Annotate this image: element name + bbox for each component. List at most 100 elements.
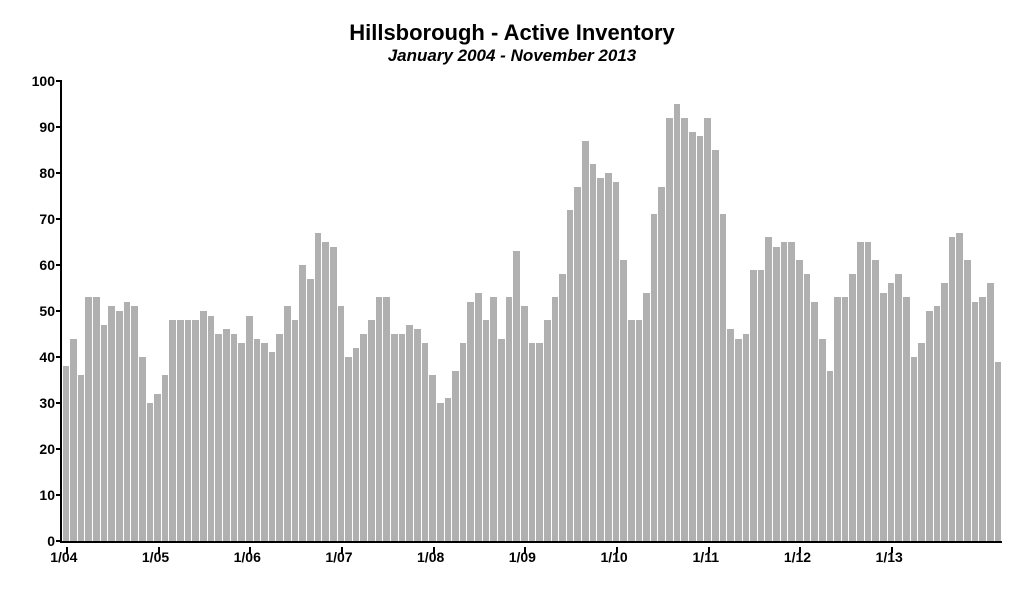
bar	[483, 320, 490, 541]
bar	[322, 242, 329, 541]
bar	[628, 320, 635, 541]
bar	[521, 306, 528, 541]
x-tick-label: 1/12	[784, 549, 811, 565]
x-tick-label: 1/06	[234, 549, 261, 565]
bar	[414, 329, 421, 541]
bar	[376, 297, 383, 541]
bar	[368, 320, 375, 541]
bar	[582, 141, 589, 541]
bar	[865, 242, 872, 541]
y-tick-label: 10	[20, 487, 55, 503]
bar	[949, 237, 956, 541]
bar	[223, 329, 230, 541]
y-tick-label: 0	[20, 533, 55, 549]
bar	[63, 366, 70, 541]
y-tick-label: 80	[20, 165, 55, 181]
bar	[636, 320, 643, 541]
bar	[422, 343, 429, 541]
bar	[490, 297, 497, 541]
y-tick-label: 30	[20, 395, 55, 411]
bar	[979, 297, 986, 541]
bar	[147, 403, 154, 541]
bar	[254, 339, 261, 541]
bar	[452, 371, 459, 541]
bar	[101, 325, 108, 541]
bar	[903, 297, 910, 541]
y-tick-label: 90	[20, 119, 55, 135]
bar	[169, 320, 176, 541]
bar	[643, 293, 650, 541]
bar	[353, 348, 360, 541]
bar	[689, 132, 696, 541]
bar	[506, 297, 513, 541]
bar	[765, 237, 772, 541]
bar	[238, 343, 245, 541]
y-tick-label: 70	[20, 211, 55, 227]
bar	[674, 104, 681, 541]
x-tick-label: 1/07	[325, 549, 352, 565]
bar	[888, 283, 895, 541]
chart-container: Hillsborough - Active Inventory January …	[20, 20, 1004, 582]
chart-subtitle: January 2004 - November 2013	[20, 46, 1004, 66]
bar	[788, 242, 795, 541]
bar	[658, 187, 665, 541]
y-tick-label: 60	[20, 257, 55, 273]
bar	[590, 164, 597, 541]
bars-group	[62, 81, 1002, 541]
bar	[192, 320, 199, 541]
bar	[200, 311, 207, 541]
bar	[827, 371, 834, 541]
bar	[116, 311, 123, 541]
bar	[895, 274, 902, 541]
bar	[559, 274, 566, 541]
bar	[758, 270, 765, 541]
bar	[93, 297, 100, 541]
bar	[597, 178, 604, 541]
bar	[246, 316, 253, 541]
bar	[720, 214, 727, 541]
bar	[338, 306, 345, 541]
bar	[124, 302, 131, 541]
bar	[208, 316, 215, 541]
bar	[804, 274, 811, 541]
bar	[918, 343, 925, 541]
bar	[911, 357, 918, 541]
bar	[154, 394, 161, 541]
bar	[399, 334, 406, 541]
bar	[284, 306, 291, 541]
bar	[383, 297, 390, 541]
x-tick-label: 1/05	[142, 549, 169, 565]
x-tick-label: 1/11	[693, 549, 719, 565]
bar	[781, 242, 788, 541]
x-tick-label: 1/08	[417, 549, 444, 565]
bar	[712, 150, 719, 541]
bar	[926, 311, 933, 541]
bar	[834, 297, 841, 541]
bar	[276, 334, 283, 541]
plot-area	[60, 81, 1002, 543]
bar	[70, 339, 77, 541]
bar	[360, 334, 367, 541]
bar	[437, 403, 444, 541]
bar	[445, 398, 452, 541]
bar	[131, 306, 138, 541]
bar	[956, 233, 963, 541]
bar	[231, 334, 238, 541]
bar	[261, 343, 268, 541]
bar	[292, 320, 299, 541]
bar	[567, 210, 574, 541]
bar	[574, 187, 581, 541]
bar	[460, 343, 467, 541]
chart-title: Hillsborough - Active Inventory	[20, 20, 1004, 46]
y-tick-label: 40	[20, 349, 55, 365]
bar	[704, 118, 711, 541]
bar	[964, 260, 971, 541]
bar	[620, 260, 627, 541]
x-tick-label: 1/13	[876, 549, 903, 565]
x-tick-label: 1/10	[600, 549, 627, 565]
bar	[85, 297, 92, 541]
bar	[605, 173, 612, 541]
y-tick-label: 50	[20, 303, 55, 319]
bar	[215, 334, 222, 541]
bar	[139, 357, 146, 541]
